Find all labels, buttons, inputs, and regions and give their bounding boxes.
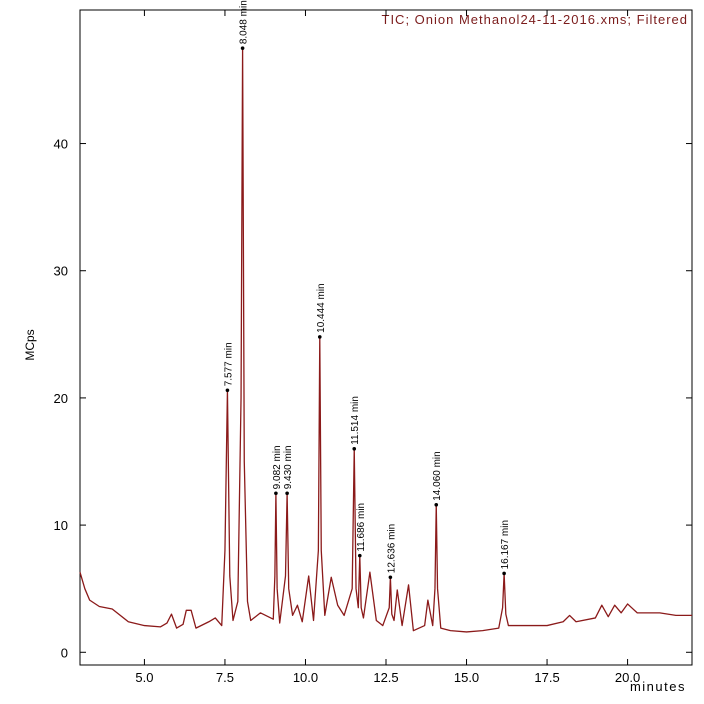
- x-tick-label: 15.0: [454, 670, 479, 685]
- x-axis-label: minutes: [630, 679, 686, 694]
- peak-label: 10.444 min: [316, 283, 327, 332]
- peak-label: 8.048 min: [239, 0, 250, 44]
- peak-marker: [352, 446, 357, 451]
- peak-marker: [357, 553, 362, 558]
- peak-label: 16.167 min: [500, 520, 511, 569]
- y-axis-label: MCps: [23, 329, 37, 360]
- x-tick-label: 7.5: [216, 670, 234, 685]
- y-tick-label: 10: [54, 518, 68, 533]
- peak-marker: [434, 502, 439, 507]
- peak-label: 9.430 min: [283, 445, 294, 489]
- peak-marker: [274, 491, 278, 496]
- peak-marker: [285, 491, 289, 496]
- peak-marker: [240, 46, 245, 50]
- peak-label: 14.060 min: [432, 451, 443, 500]
- x-tick-label: 5.0: [135, 670, 153, 685]
- x-tick-label: 17.5: [534, 670, 559, 685]
- peak-label: 11.686 min: [356, 503, 367, 552]
- y-tick-label: 40: [54, 137, 68, 152]
- peak-label: 11.514 min: [350, 396, 361, 445]
- y-tick-label: 0: [61, 645, 68, 660]
- x-tick-label: 10.0: [293, 670, 318, 685]
- peak-marker: [317, 335, 322, 339]
- peak-label: 9.082 min: [272, 445, 283, 489]
- chart-title: TIC; Onion Methanol24-11-2016.xms; Filte…: [382, 12, 689, 27]
- peak-label: 7.577 min: [223, 342, 234, 386]
- peak-marker: [502, 571, 506, 576]
- peak-marker: [225, 388, 230, 393]
- chromatogram-line: [79, 47, 692, 633]
- x-tick-label: 20.0: [615, 670, 640, 685]
- y-tick-label: 30: [54, 264, 68, 279]
- peak-marker: [388, 575, 393, 580]
- x-tick-label: 12.5: [373, 670, 398, 685]
- peak-label: 12.636 min: [386, 524, 397, 573]
- y-tick-label: 20: [54, 391, 68, 406]
